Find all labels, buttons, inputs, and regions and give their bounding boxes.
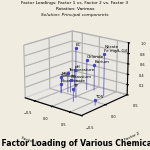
Text: Solution: Principal components: Solution: Principal components bbox=[41, 13, 109, 17]
X-axis label: Factor 1: Factor 1 bbox=[21, 136, 38, 145]
Text: Rotation: Varimax: Rotation: Varimax bbox=[56, 7, 94, 11]
Y-axis label: Factor 2: Factor 2 bbox=[124, 131, 140, 142]
Text: Factor Loadings: Factor 1 vs. Factor 2 vs. Factor 3: Factor Loadings: Factor 1 vs. Factor 2 v… bbox=[21, 1, 129, 5]
Text: Fig. 5. Factor Loading of Various Chemical Data: Fig. 5. Factor Loading of Various Chemic… bbox=[0, 140, 150, 148]
